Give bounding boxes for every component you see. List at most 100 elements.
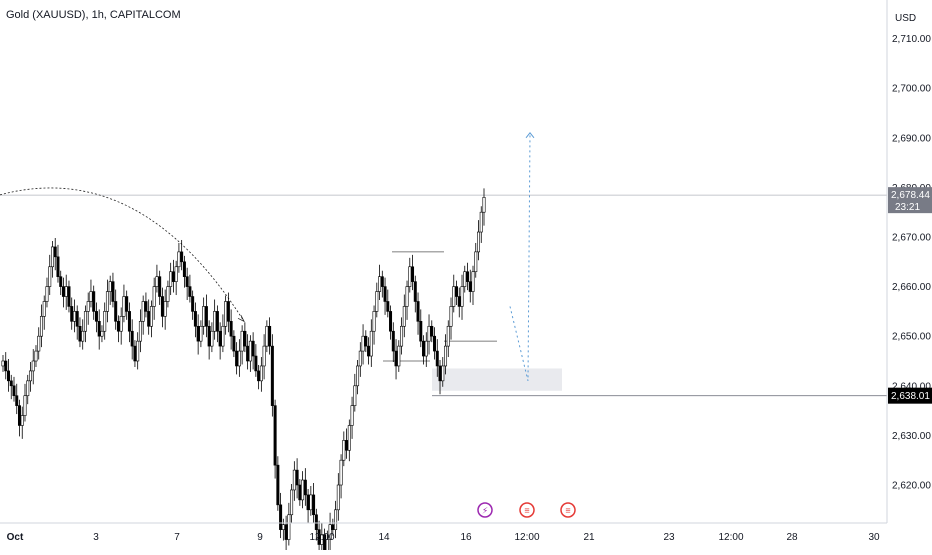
- candle-body: [59, 276, 63, 287]
- candle: [422, 335, 426, 365]
- candle: [312, 483, 316, 524]
- candle: [435, 339, 439, 377]
- y-tick-label: 2,700.00: [892, 84, 931, 95]
- x-tick-label: 30: [868, 532, 880, 543]
- candle: [56, 244, 60, 283]
- candle: [149, 300, 153, 338]
- candle: [455, 280, 459, 305]
- candle-body: [259, 365, 263, 382]
- candle-body: [372, 311, 376, 332]
- candle-body: [391, 330, 395, 352]
- candle: [78, 317, 82, 348]
- x-tick-label: 16: [460, 532, 472, 543]
- candle: [39, 304, 43, 348]
- projection-arrowhead: [525, 132, 535, 139]
- candle-body: [42, 301, 46, 317]
- candle-body: [254, 355, 258, 372]
- candle: [358, 342, 362, 377]
- lightning-event-icon-ring: [477, 502, 493, 518]
- candle: [441, 357, 445, 387]
- candle: [452, 274, 456, 313]
- candle: [116, 315, 120, 343]
- candle-body: [136, 340, 140, 362]
- candle-body: [312, 494, 316, 516]
- candle-body: [86, 301, 90, 312]
- candle: [463, 265, 467, 293]
- candle: [103, 302, 107, 340]
- candle: [4, 352, 8, 380]
- candle-body: [207, 325, 211, 347]
- candle: [477, 220, 481, 261]
- candles-layer: [1, 188, 486, 555]
- candle-body: [262, 345, 266, 367]
- candle-body: [171, 271, 175, 282]
- candle: [141, 295, 145, 335]
- candle-body: [15, 395, 19, 406]
- candle: [9, 374, 13, 400]
- candle-body: [210, 330, 214, 347]
- candle-body: [479, 211, 483, 233]
- candle: [119, 307, 123, 345]
- candle-body: [232, 335, 236, 352]
- candle: [301, 471, 305, 509]
- x-tick-label: 12:00: [309, 532, 334, 543]
- candle: [433, 327, 437, 360]
- currency-label: USD: [895, 13, 916, 24]
- x-tick-label: Oct: [7, 532, 24, 543]
- candle-body: [292, 469, 296, 491]
- candle-body: [367, 345, 371, 357]
- candle: [160, 287, 164, 328]
- candle: [419, 309, 423, 348]
- candle: [466, 262, 470, 291]
- candle: [369, 319, 373, 367]
- candle-body: [34, 350, 38, 362]
- candle: [64, 274, 68, 310]
- candle-body: [116, 321, 120, 332]
- candle-body: [196, 325, 200, 342]
- candle-body: [92, 291, 96, 312]
- candle-body: [334, 509, 338, 530]
- y-tick-label: 2,690.00: [892, 133, 931, 144]
- candle: [48, 254, 52, 296]
- candle-body: [130, 330, 134, 347]
- candle: [402, 294, 406, 338]
- candle: [336, 473, 340, 521]
- current-price-label: 2,678.44: [891, 190, 930, 201]
- candle-body: [237, 350, 241, 367]
- candle-body: [331, 524, 335, 530]
- candle-body: [160, 296, 164, 317]
- candle: [279, 492, 283, 539]
- candle-body: [182, 261, 186, 277]
- candle: [397, 340, 401, 372]
- candle: [342, 431, 346, 467]
- x-tick-label: 23: [663, 532, 675, 543]
- candle-body: [9, 380, 13, 387]
- candle-body: [111, 281, 115, 302]
- candle-body: [4, 360, 8, 372]
- candle: [328, 512, 332, 553]
- candle: [202, 297, 206, 335]
- candle-body: [347, 425, 351, 451]
- candle-body: [468, 281, 472, 292]
- candle-body: [301, 479, 305, 501]
- candle: [246, 334, 250, 370]
- candle-body: [122, 296, 126, 317]
- candle: [334, 500, 338, 539]
- arc-arrowhead: [237, 315, 245, 323]
- candle: [177, 242, 181, 273]
- candle-body: [240, 330, 244, 352]
- candle: [174, 260, 178, 296]
- candle: [306, 488, 310, 524]
- y-tick-label: 2,660.00: [892, 282, 931, 293]
- candle: [353, 373, 357, 412]
- candle: [281, 518, 285, 541]
- candle-body: [141, 301, 145, 322]
- candle-body: [70, 306, 74, 322]
- us-flag-event-icon: ≡: [519, 502, 535, 518]
- candle-body: [193, 311, 197, 327]
- candle-body: [243, 330, 247, 347]
- x-tick-label: 28: [786, 532, 798, 543]
- y-tick-label: 2,650.00: [892, 332, 931, 343]
